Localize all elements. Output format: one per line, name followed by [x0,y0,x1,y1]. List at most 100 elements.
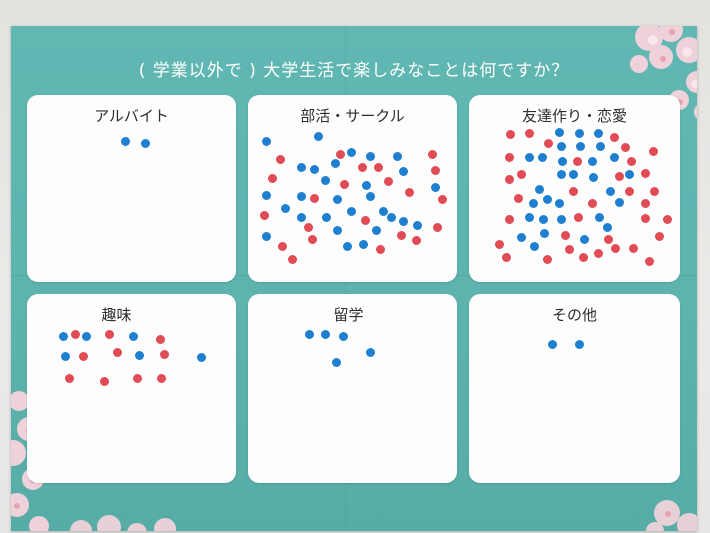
blue-sticker-dot [314,132,323,141]
blue-sticker-dot [538,153,547,162]
blue-sticker-dot [529,199,538,208]
blue-sticker-dot [141,139,150,148]
blue-sticker-dot [540,229,549,238]
red-sticker-dot [525,129,534,138]
blue-sticker-dot [569,170,578,179]
blue-sticker-dot [332,358,341,367]
blue-sticker-dot [262,232,271,241]
card-friends-romance-title: 友達作り・恋愛 [521,107,627,125]
blue-sticker-dot [322,213,331,222]
blue-sticker-dot [393,152,402,161]
blue-sticker-dot [603,223,612,232]
blue-sticker-dot [135,351,144,360]
blue-sticker-dot [555,128,564,137]
red-sticker-dot [157,374,166,383]
blue-sticker-dot [580,235,589,244]
blue-sticker-dot [399,167,408,176]
blue-sticker-dot [615,198,624,207]
red-sticker-dot [663,215,672,224]
red-sticker-dot [505,215,514,224]
red-sticker-dot [517,170,526,179]
blue-sticker-dot [366,152,375,161]
blue-sticker-dot [297,192,306,201]
red-sticker-dot [650,187,659,196]
blue-sticker-dot [596,142,605,151]
blue-sticker-dot [606,187,615,196]
red-sticker-dot [71,330,80,339]
blue-sticker-dot [61,352,70,361]
red-sticker-dot [561,231,570,240]
red-sticker-dot [594,249,603,258]
blue-sticker-dot [576,142,585,151]
blue-sticker-dot [610,153,619,162]
blue-sticker-dot [517,233,526,242]
blue-sticker-dot [321,330,330,339]
blue-sticker-dot [129,332,138,341]
blue-sticker-dot [625,170,634,179]
blue-sticker-dot [535,185,544,194]
blue-sticker-dot [343,242,352,251]
card-part-time: アルバイト [27,95,236,282]
red-sticker-dot [308,235,317,244]
blue-sticker-dot [305,330,314,339]
red-sticker-dot [629,244,638,253]
blue-sticker-dot [331,159,340,168]
blue-sticker-dot [558,157,567,166]
red-sticker-dot [268,174,277,183]
red-sticker-dot [376,245,385,254]
cherry-blossom-bottom-right-icon [646,500,697,531]
red-sticker-dot [565,245,574,254]
blue-sticker-dot [575,340,584,349]
red-sticker-dot [438,195,447,204]
blue-sticker-dot [530,242,539,251]
red-sticker-dot [588,199,597,208]
red-sticker-dot [611,244,620,253]
blue-sticker-dot [362,181,371,190]
red-sticker-dot [276,155,285,164]
card-club-title: 部活・サークル [300,107,405,125]
blue-sticker-dot [588,157,597,166]
blue-sticker-dot [347,207,356,216]
blue-sticker-dot [333,226,342,235]
red-sticker-dot [260,211,269,220]
red-sticker-dot [502,253,511,262]
survey-poster: ( 学業以外で ) 大学生活で楽しみなことは何ですか？ アルバイト 部活・サーク… [11,26,697,531]
blue-sticker-dot [413,221,422,230]
blue-sticker-dot [262,137,271,146]
red-sticker-dot [495,240,504,249]
red-sticker-dot [505,175,514,184]
red-sticker-dot [615,172,624,181]
card-friends-romance: 友達作り・恋愛 [469,95,680,282]
red-sticker-dot [433,223,442,232]
card-study-abroad-title: 留学 [333,306,364,324]
red-sticker-dot [574,213,583,222]
red-sticker-dot [384,177,393,186]
red-sticker-dot [641,169,650,178]
card-club: 部活・サークル [248,95,457,282]
red-sticker-dot [627,157,636,166]
red-sticker-dot [65,374,74,383]
red-sticker-dot [278,242,287,251]
red-sticker-dot [579,253,588,262]
card-other-title: その他 [551,306,597,324]
red-sticker-dot [310,194,319,203]
blue-sticker-dot [339,332,348,341]
red-sticker-dot [105,330,114,339]
red-sticker-dot [428,150,437,159]
blue-sticker-dot [59,332,68,341]
red-sticker-dot [160,350,169,359]
blue-sticker-dot [387,213,396,222]
blue-sticker-dot [333,195,342,204]
red-sticker-dot [374,163,383,172]
blue-sticker-dot [82,332,91,341]
card-hobby: 趣味 [27,294,236,483]
card-study-abroad: 留学 [248,294,457,483]
blue-sticker-dot [431,183,440,192]
red-sticker-dot [641,214,650,223]
card-part-time-title: アルバイト [94,107,169,125]
blue-sticker-dot [366,192,375,201]
blue-sticker-dot [543,195,552,204]
red-sticker-dot [340,180,349,189]
red-sticker-dot [100,377,109,386]
blue-sticker-dot [557,142,566,151]
